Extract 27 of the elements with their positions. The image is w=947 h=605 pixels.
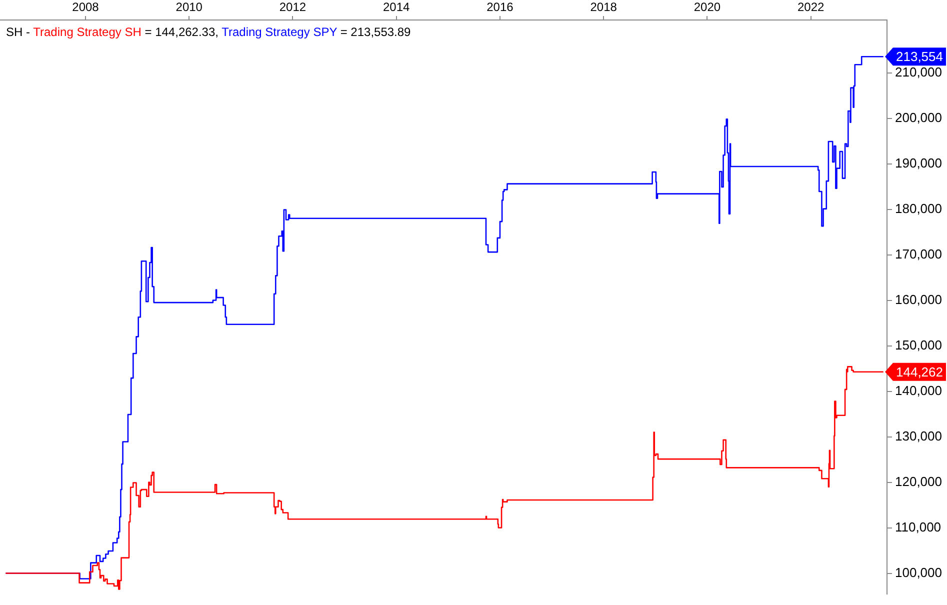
chart-title: SH - [6, 25, 31, 39]
x-tick-label: 2008 [72, 0, 100, 14]
y-tick-label: 100,000 [895, 564, 942, 580]
x-tick-label: 2018 [590, 0, 618, 14]
data-label: 144,262 [896, 364, 943, 380]
annotation: = 144,262.33, [144, 25, 220, 39]
y-tick-label: 150,000 [895, 337, 942, 352]
y-tick-label: 180,000 [895, 200, 942, 216]
annotation: = 213,553.89 [339, 25, 411, 39]
x-tick-label: 2022 [797, 0, 825, 14]
data-label: 213,554 [896, 49, 943, 64]
x-tick-label: 2016 [486, 0, 514, 14]
y-tick-label: 120,000 [895, 474, 942, 489]
y-tick-label: 140,000 [895, 382, 942, 398]
y-tick-label: 170,000 [895, 246, 942, 262]
y-tick-label: 190,000 [895, 155, 942, 170]
x-tick-label: 2010 [176, 0, 203, 14]
text: Trading Strategy SPY [222, 25, 337, 39]
y-tick-label: 160,000 [895, 292, 942, 307]
y-tick-label: 130,000 [895, 428, 942, 444]
y-tick-label: 110,000 [895, 519, 942, 534]
x-tick-label: 2020 [694, 0, 721, 14]
x-tick-label: 2014 [383, 0, 410, 14]
y-tick-label: 210,000 [895, 64, 942, 80]
text: Trading Strategy SH [33, 25, 142, 39]
x-tick-label: 2012 [279, 0, 306, 14]
y-tick-label: 200,000 [895, 110, 942, 125]
